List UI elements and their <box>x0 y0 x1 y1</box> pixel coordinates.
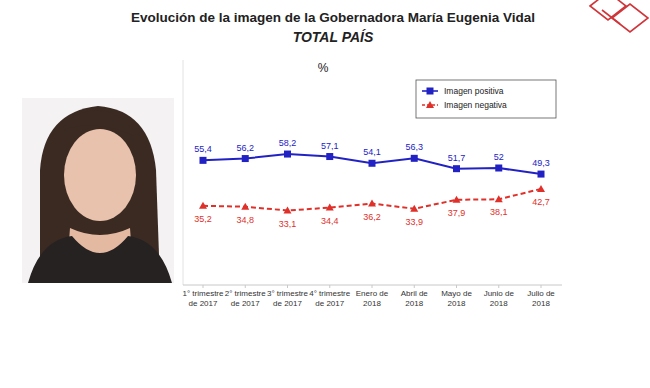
x-tick-label: Abril de2018 <box>401 289 429 308</box>
logo <box>590 0 648 32</box>
data-label: 51,7 <box>448 153 466 163</box>
data-label: 56,3 <box>405 142 423 152</box>
x-tick <box>372 285 373 288</box>
x-tick-label: Mayo de2018 <box>441 289 472 308</box>
x-tick-label-line: 2° trimestre <box>225 289 267 298</box>
marker <box>284 207 292 214</box>
x-tick <box>456 285 457 288</box>
logo-shape <box>612 4 648 32</box>
portrait <box>22 98 174 283</box>
y-axis <box>183 60 184 285</box>
data-label: 54,1 <box>363 147 381 157</box>
x-tick-label-line: 2018 <box>363 299 381 308</box>
marker <box>199 202 207 209</box>
x-tick <box>329 285 330 288</box>
axis-label: % <box>318 61 329 75</box>
portrait-bg <box>22 98 174 283</box>
x-tick-label-line: Enero de <box>356 289 389 298</box>
marker <box>284 151 291 158</box>
data-label: 36,2 <box>363 212 381 222</box>
marker <box>369 160 376 167</box>
x-tick-label-line: de 2017 <box>315 299 344 308</box>
x-tick-label: 2° trimestrede 2017 <box>225 289 267 308</box>
x-tick-label-line: Julio de <box>527 289 555 298</box>
marker <box>453 196 461 203</box>
marker <box>411 155 418 162</box>
legend: Imagen positiva Imagen negativa <box>416 80 556 118</box>
marker <box>410 205 418 212</box>
logo-shape <box>590 0 626 20</box>
data-label: 38,1 <box>490 207 508 217</box>
logo-shape <box>602 10 620 24</box>
x-tick-label-line: 2018 <box>490 299 508 308</box>
portrait-face <box>64 129 136 221</box>
marker <box>537 185 545 192</box>
marker <box>200 157 207 164</box>
marker <box>426 101 434 108</box>
x-tick-label: Enero de2018 <box>356 289 389 308</box>
portrait-fringe <box>62 110 138 138</box>
x-tick-label-line: 1° trimestre <box>183 289 225 298</box>
data-label: 34,8 <box>236 215 254 225</box>
background <box>0 0 650 388</box>
data-labels: 55,4 56,2 58,2 57,1 54,1 56,3 51,7 52 49,3 35,2 34… <box>194 138 550 228</box>
x-tick-label: 4° trimestrede 2017 <box>309 289 351 308</box>
data-label: 49,3 <box>532 158 550 168</box>
x-tick-label-line: de 2017 <box>189 299 218 308</box>
marker <box>326 204 334 211</box>
legend-label: Imagen negativa <box>444 100 507 110</box>
x-tick-label-line: de 2017 <box>273 299 302 308</box>
data-label: 58,2 <box>279 138 297 148</box>
data-label: 34,4 <box>321 216 339 226</box>
x-tick-label-line: Junio de <box>484 289 515 298</box>
marker <box>242 155 249 162</box>
marks <box>199 151 545 214</box>
data-label: 33,1 <box>279 219 297 229</box>
x-tick-label-line: 2018 <box>448 299 466 308</box>
marker <box>326 153 333 160</box>
x-tick-label-line: 4° trimestre <box>309 289 351 298</box>
x-tick <box>498 285 499 288</box>
marker <box>241 203 249 210</box>
x-tick-label-line: Mayo de <box>441 289 472 298</box>
legend-label: Imagen positiva <box>444 86 504 96</box>
marker <box>495 195 503 202</box>
data-label: 37,9 <box>448 208 466 218</box>
marker <box>453 165 460 172</box>
data-label: 56,2 <box>236 143 254 153</box>
data-label: 52 <box>494 152 504 162</box>
data-label: 35,2 <box>194 214 212 224</box>
x-tick-label: Julio de2018 <box>527 289 555 308</box>
data-label: 33,9 <box>405 217 423 227</box>
marker <box>368 200 376 207</box>
x-tick-label-line: de 2017 <box>231 299 260 308</box>
x-tick <box>245 285 246 288</box>
x-tick-label-line: Abril de <box>401 289 429 298</box>
data-label: 57,1 <box>321 141 339 151</box>
subtitle: TOTAL PAÍS <box>293 29 374 45</box>
title: Evolución de la imagen de la Gobernadora… <box>131 10 535 25</box>
data-label: 42,7 <box>532 197 550 207</box>
x-tick-label-line: 3° trimestre <box>267 289 309 298</box>
x-tick <box>414 285 415 288</box>
x-tick-label: 3° trimestrede 2017 <box>267 289 309 308</box>
x-tick-label: 1° trimestrede 2017 <box>183 289 225 308</box>
x-tick <box>287 285 288 288</box>
marker <box>538 171 545 178</box>
x-tick <box>541 285 542 288</box>
x-tick-label-line: 2018 <box>405 299 423 308</box>
marker <box>495 165 502 172</box>
data-label: 55,4 <box>194 144 212 154</box>
x-tick-label-line: 2018 <box>532 299 550 308</box>
marker <box>427 88 434 95</box>
chart: Evolución de la imagen de la Gobernadora… <box>0 0 650 388</box>
x-tick-label: Junio de2018 <box>484 289 515 308</box>
portrait-clothes <box>28 236 172 283</box>
x-tick <box>203 285 204 288</box>
legend-box <box>416 80 556 118</box>
